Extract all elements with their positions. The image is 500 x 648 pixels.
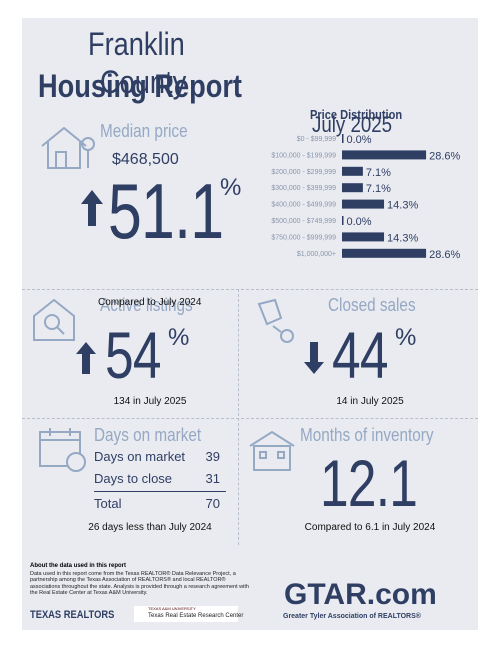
median-change: 51.1 bbox=[108, 167, 224, 255]
report-title: Housing Report bbox=[38, 68, 242, 104]
category-label: $750,000 - $999,999 bbox=[271, 234, 336, 241]
row-value: 31 bbox=[205, 471, 220, 486]
category-label: $0 - $99,999 bbox=[297, 136, 336, 143]
gtar-logo: GTAR.com bbox=[284, 578, 437, 611]
category-label: $1,000,000+ bbox=[297, 251, 336, 258]
dom-note: 26 days less than July 2024 bbox=[88, 522, 212, 533]
total-label: Total bbox=[94, 496, 122, 511]
distribution-title: Price Distribution bbox=[310, 107, 403, 122]
active-note: 134 in July 2025 bbox=[113, 396, 187, 407]
tamu-logo bbox=[134, 606, 238, 622]
category-label: $400,000 - $499,999 bbox=[271, 202, 336, 209]
down-arrow bbox=[304, 342, 324, 374]
value-label: 28.6% bbox=[429, 150, 460, 162]
city: Franklin bbox=[88, 26, 185, 62]
category-label: $200,000 - $299,999 bbox=[271, 169, 336, 176]
value-label: 7.1% bbox=[366, 183, 391, 195]
value-label: 0.0% bbox=[347, 134, 372, 146]
closed-change: 44 bbox=[332, 318, 388, 392]
value-label: 7.1% bbox=[366, 167, 391, 179]
value-label: 28.6% bbox=[429, 249, 460, 261]
category-label: $500,000 - $749,999 bbox=[271, 218, 336, 225]
value-label: 14.3% bbox=[387, 232, 418, 244]
moi-note: Compared to 6.1 in July 2024 bbox=[304, 522, 436, 533]
dom-label: Days on market bbox=[94, 425, 202, 445]
bar bbox=[342, 134, 344, 143]
percent: % bbox=[168, 324, 190, 351]
percent: % bbox=[395, 324, 417, 351]
median-note: Compared to July 2024 bbox=[98, 297, 202, 308]
key-icon bbox=[257, 298, 294, 343]
moi-label: Months of inventory bbox=[300, 425, 434, 445]
house-icon bbox=[41, 126, 95, 169]
divider bbox=[22, 418, 478, 419]
row-label: Days to close bbox=[94, 471, 173, 486]
tamu-center: Texas Real Estate Research Center bbox=[148, 613, 244, 619]
median-value: $468,500 bbox=[112, 151, 179, 168]
up-arrow bbox=[81, 190, 103, 226]
search-icon bbox=[33, 298, 75, 341]
tamu-name: TEXAS A&M UNIVERSITY bbox=[148, 606, 196, 611]
bar bbox=[342, 216, 344, 225]
panel bbox=[22, 18, 478, 630]
county: County bbox=[100, 64, 187, 100]
calendar-icon bbox=[39, 428, 86, 472]
row-value: 39 bbox=[205, 449, 220, 464]
texas-realtors-logo: TEXAS REALTORS bbox=[30, 609, 115, 621]
category-label: $100,000 - $199,999 bbox=[271, 152, 336, 159]
total-rule bbox=[94, 491, 226, 492]
bar bbox=[342, 248, 427, 258]
building-icon bbox=[249, 430, 295, 471]
about-title: About the data used in this report bbox=[30, 563, 127, 569]
gtar-name: Greater Tyler Association of REALTORS® bbox=[283, 613, 421, 620]
total-value: 70 bbox=[205, 496, 220, 511]
divider bbox=[238, 289, 239, 545]
bar bbox=[342, 166, 363, 176]
bar bbox=[342, 199, 385, 209]
category-label: $300,000 - $399,999 bbox=[271, 185, 336, 192]
percent: % bbox=[220, 174, 242, 201]
median-label: Median price bbox=[100, 121, 188, 141]
row-label: Days on market bbox=[94, 449, 186, 464]
period: July 2025 bbox=[312, 112, 393, 137]
value-label: 14.3% bbox=[387, 200, 418, 212]
active-label: Active listings bbox=[100, 295, 193, 315]
closed-note: 14 in July 2025 bbox=[336, 396, 404, 407]
up-arrow bbox=[76, 342, 96, 374]
bar bbox=[342, 150, 427, 160]
value-label: 0.0% bbox=[347, 216, 372, 228]
bar bbox=[342, 232, 385, 242]
moi-value: 12.1 bbox=[320, 446, 418, 520]
closed-label: Closed sales bbox=[328, 295, 416, 315]
active-change: 54 bbox=[105, 318, 161, 392]
bar bbox=[342, 183, 363, 193]
about-text: Data used in this report come from the T… bbox=[30, 571, 249, 596]
divider bbox=[22, 289, 478, 290]
